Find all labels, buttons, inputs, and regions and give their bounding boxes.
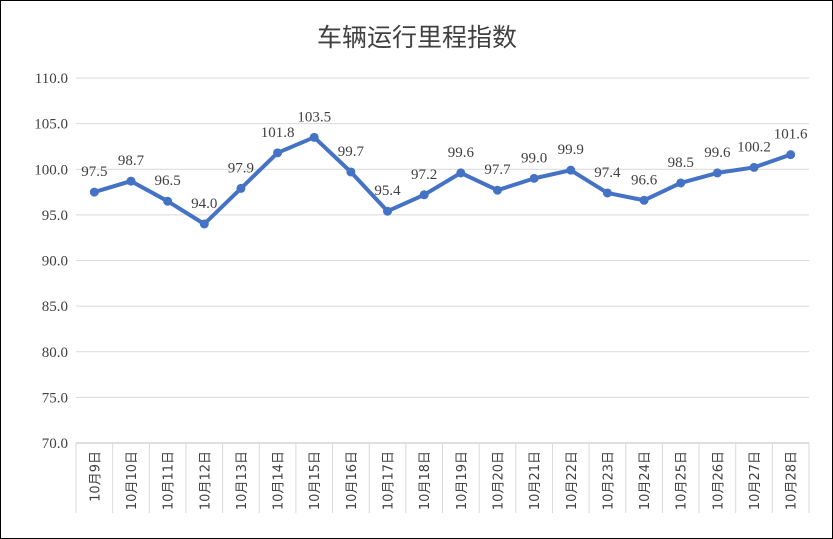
x-tick-label: 10月18日 — [418, 451, 433, 510]
y-tick-label: 95.0 — [42, 208, 68, 224]
x-tick-label: 10月11日 — [162, 451, 177, 510]
x-tick-label: 10月22日 — [565, 451, 580, 510]
data-point — [199, 219, 209, 229]
data-point — [492, 185, 502, 195]
x-tick-label: 10月21日 — [528, 451, 543, 510]
y-tick-label: 85.0 — [42, 299, 68, 315]
data-label: 96.6 — [631, 172, 658, 188]
data-label: 99.6 — [448, 145, 475, 161]
y-axis-ticks: 70.0 75.0 80.0 85.0 90.0 95.0 100.0 105.0 110.0 — [34, 71, 68, 452]
x-tick-label: 10月17日 — [382, 451, 397, 510]
data-point — [529, 173, 539, 183]
data-label: 99.9 — [558, 142, 584, 158]
data-point — [126, 176, 136, 186]
data-label: 94.0 — [191, 196, 217, 212]
data-point — [602, 188, 612, 198]
data-label: 97.2 — [411, 167, 437, 183]
data-point — [419, 190, 429, 200]
data-label: 96.5 — [155, 173, 181, 189]
data-point — [346, 167, 356, 177]
data-label: 97.4 — [594, 165, 621, 181]
x-tick-label: 10月20日 — [491, 451, 506, 510]
data-label: 101.6 — [774, 127, 808, 143]
x-tick-label: 10月25日 — [675, 451, 690, 510]
data-point — [749, 162, 759, 172]
x-tick-label: 10月15日 — [308, 451, 323, 510]
gridlines — [76, 77, 809, 444]
x-tick-label: 10月10日 — [125, 451, 140, 510]
data-label: 99.0 — [521, 150, 547, 166]
data-point — [712, 168, 722, 178]
x-tick-label: 10月13日 — [235, 451, 250, 510]
x-tick-label: 10月28日 — [785, 451, 800, 510]
data-point — [163, 196, 173, 206]
y-tick-label: 70.0 — [42, 436, 68, 452]
x-tick-label: 10月23日 — [601, 451, 616, 510]
x-axis-ticks: 10月9日 10月10日 10月11日 10月12日 10月13日 10月14日 10月15… — [75, 443, 810, 513]
x-tick-label: 10月9日 — [88, 451, 103, 502]
data-point — [309, 132, 319, 142]
data-point — [676, 178, 686, 188]
y-tick-label: 110.0 — [35, 71, 68, 87]
data-point — [383, 206, 393, 216]
x-tick-label: 10月12日 — [198, 451, 213, 510]
data-point — [456, 168, 466, 178]
data-label: 98.5 — [668, 155, 694, 171]
data-label: 97.5 — [81, 164, 107, 180]
data-point — [89, 187, 99, 197]
data-point — [639, 195, 649, 205]
x-tick-label: 10月19日 — [455, 451, 470, 510]
data-label: 99.7 — [338, 144, 365, 160]
data-label: 95.4 — [374, 183, 401, 199]
data-label: 98.7 — [118, 153, 145, 169]
y-tick-label: 80.0 — [42, 345, 68, 361]
series-layer — [92, 135, 793, 226]
x-tick-label: 10月14日 — [272, 451, 287, 510]
data-label: 97.9 — [228, 160, 254, 176]
data-label: 99.6 — [704, 145, 731, 161]
data-point — [786, 150, 796, 160]
x-tick-label: 10月24日 — [638, 451, 653, 510]
x-tick-label: 10月27日 — [748, 451, 763, 510]
point-layer — [89, 132, 796, 229]
x-tick-label: 10月16日 — [345, 451, 360, 510]
series-line — [92, 135, 793, 226]
data-label: 103.5 — [297, 109, 331, 125]
data-point — [273, 148, 283, 158]
y-tick-label: 75.0 — [42, 390, 68, 406]
data-label: 100.2 — [737, 139, 771, 155]
y-tick-label: 90.0 — [42, 254, 68, 270]
data-label: 101.8 — [261, 125, 295, 141]
y-tick-label: 100.0 — [34, 162, 68, 178]
data-label: 97.7 — [484, 162, 511, 178]
y-tick-label: 105.0 — [34, 117, 68, 133]
data-point — [236, 183, 246, 193]
x-tick-label: 10月26日 — [711, 451, 726, 510]
chart-title: 车辆运行里程指数 — [317, 23, 517, 52]
data-point — [566, 165, 576, 175]
